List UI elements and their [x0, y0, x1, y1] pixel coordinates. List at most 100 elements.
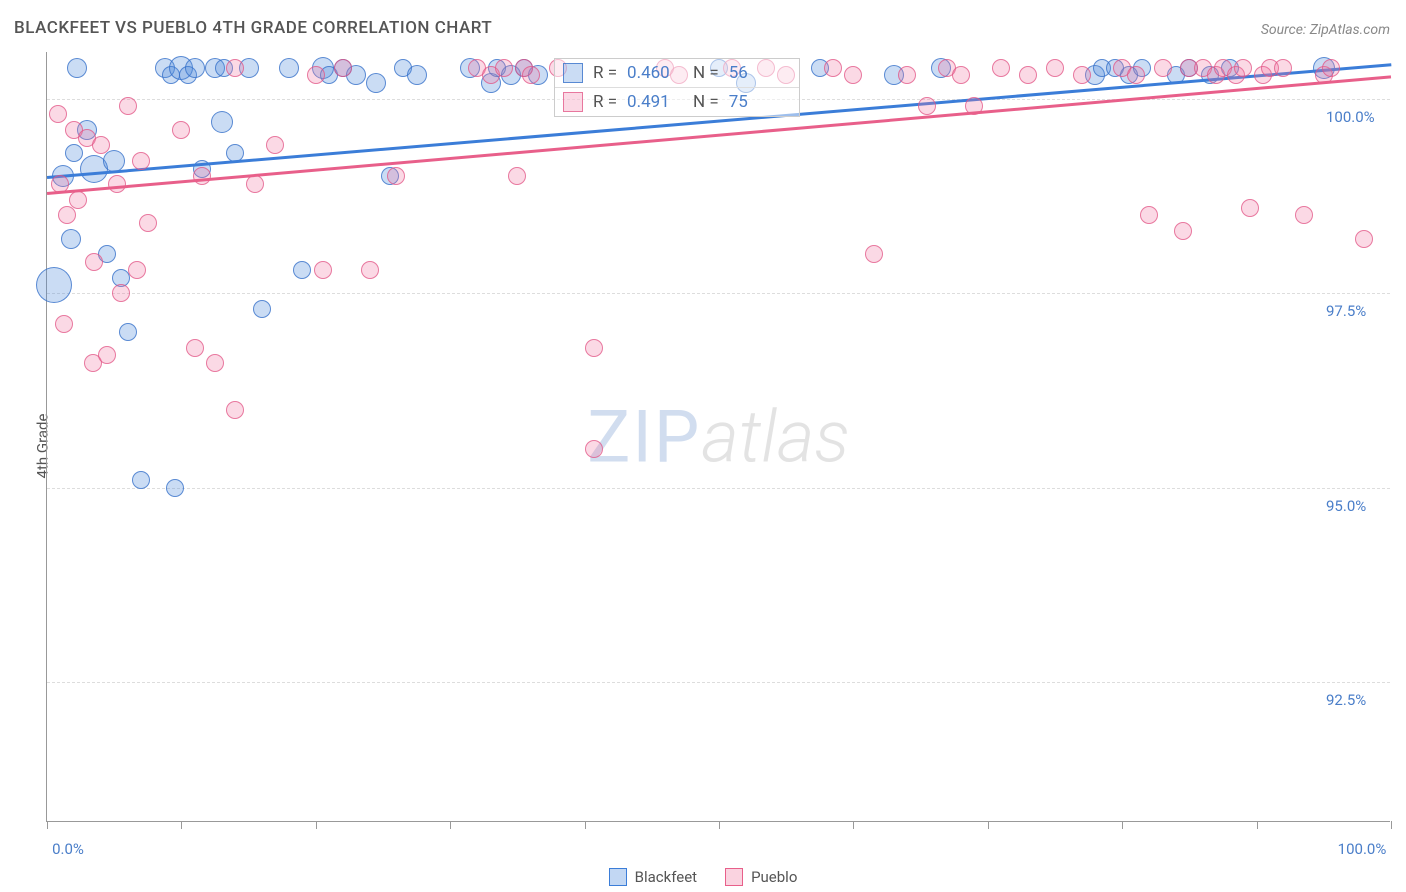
scatter-point [69, 191, 87, 209]
scatter-point [387, 167, 405, 185]
scatter-point [55, 315, 73, 333]
scatter-point [61, 229, 81, 249]
x-tick [853, 821, 854, 829]
scatter-point [36, 267, 72, 303]
stats-r-label: R = [593, 92, 617, 112]
watermark-atlas: atlas [701, 394, 849, 479]
x-tick [988, 821, 989, 829]
scatter-point [172, 121, 190, 139]
scatter-point [206, 354, 224, 372]
chart-container: BLACKFEET VS PUEBLO 4TH GRADE CORRELATIO… [0, 0, 1406, 892]
x-tick [1257, 821, 1258, 829]
stats-row: R = 0.491 N = 75 [555, 88, 799, 116]
scatter-point [1046, 59, 1064, 77]
chart-title: BLACKFEET VS PUEBLO 4TH GRADE CORRELATIO… [14, 18, 492, 38]
scatter-point [1073, 66, 1091, 84]
y-tick-label: 97.5% [1326, 302, 1366, 320]
scatter-point [1322, 59, 1340, 77]
scatter-point [585, 339, 603, 357]
scatter-point [495, 59, 513, 77]
gridline-h [47, 488, 1390, 489]
scatter-point [824, 59, 842, 77]
watermark-zip: ZIP [587, 394, 701, 479]
scatter-point [226, 401, 244, 419]
scatter-point [1274, 59, 1292, 77]
scatter-point [65, 144, 83, 162]
x-tick [1391, 821, 1392, 829]
scatter-point [119, 323, 137, 341]
y-tick-label: 95.0% [1326, 497, 1366, 515]
legend-label: Blackfeet [635, 868, 697, 886]
scatter-point [1174, 222, 1192, 240]
scatter-point [508, 167, 526, 185]
gridline-h [47, 682, 1390, 683]
scatter-point [108, 175, 126, 193]
legend-item: Pueblo [725, 868, 797, 886]
stats-r-label: R = [593, 63, 617, 83]
stats-swatch [563, 63, 583, 83]
scatter-point [279, 58, 299, 78]
scatter-point [918, 97, 936, 115]
stats-r-value: 0.460 [627, 63, 683, 83]
y-tick-label: 100.0% [1326, 108, 1375, 126]
gridline-h [47, 293, 1390, 294]
scatter-point [1127, 66, 1145, 84]
scatter-point [334, 59, 352, 77]
x-tick [181, 821, 182, 829]
scatter-point [186, 339, 204, 357]
legend-item: Blackfeet [609, 868, 697, 886]
x-tick [585, 821, 586, 829]
scatter-point [119, 97, 137, 115]
stats-swatch [563, 92, 583, 112]
scatter-point [128, 261, 146, 279]
scatter-point [865, 245, 883, 263]
scatter-point [185, 58, 205, 78]
source-label: Source: ZipAtlas.com [1261, 22, 1390, 38]
scatter-point [193, 167, 211, 185]
scatter-point [952, 66, 970, 84]
scatter-point [898, 66, 916, 84]
scatter-point [98, 346, 116, 364]
scatter-point [246, 175, 264, 193]
x-tick [450, 821, 451, 829]
y-tick-label: 92.5% [1326, 691, 1366, 709]
x-tick [719, 821, 720, 829]
stats-row: R =0.460N =56 [555, 59, 799, 88]
scatter-point [314, 261, 332, 279]
x-tick-label: 100.0% [1338, 840, 1387, 858]
scatter-point [211, 111, 233, 133]
scatter-point [1234, 59, 1252, 77]
scatter-point [112, 284, 130, 302]
scatter-point [585, 440, 603, 458]
scatter-point [1154, 59, 1172, 77]
scatter-point [49, 105, 67, 123]
scatter-point [253, 300, 271, 318]
scatter-point [1355, 230, 1373, 248]
x-tick-label: 0.0% [52, 840, 84, 858]
scatter-point [139, 214, 157, 232]
scatter-point [67, 58, 87, 78]
stats-n-label: N = [693, 63, 719, 83]
scatter-point [92, 136, 110, 154]
scatter-point [85, 253, 103, 271]
stats-n-label: N = [693, 92, 719, 112]
scatter-point [293, 261, 311, 279]
scatter-point [522, 66, 540, 84]
scatter-point [266, 136, 284, 154]
x-tick [316, 821, 317, 829]
scatter-point [307, 66, 325, 84]
stats-box: R =0.460N =56R =0.491N =75 [554, 58, 800, 117]
scatter-point [103, 150, 125, 172]
scatter-point [58, 206, 76, 224]
scatter-point [1241, 199, 1259, 217]
stats-n-value: 75 [729, 92, 785, 112]
scatter-point [132, 152, 150, 170]
scatter-point [844, 66, 862, 84]
legend-label: Pueblo [751, 868, 797, 886]
legend-swatch [725, 868, 743, 886]
stats-r-value: 0.491 [627, 92, 683, 112]
scatter-point [166, 479, 184, 497]
x-tick [1122, 821, 1123, 829]
scatter-point [361, 261, 379, 279]
scatter-point [132, 471, 150, 489]
